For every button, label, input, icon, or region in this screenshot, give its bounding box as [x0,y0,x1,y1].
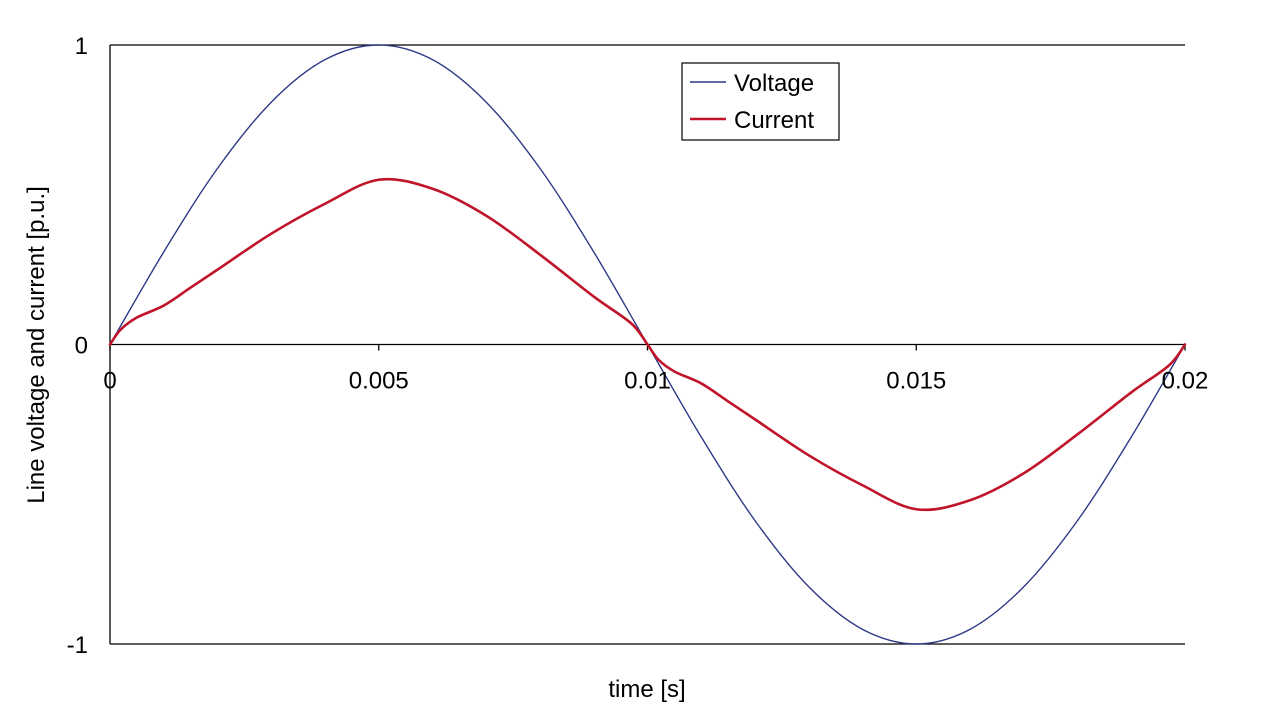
x-tick-label-4: 0.02 [1162,368,1209,395]
legend-label-current: Current [734,107,814,134]
series-line-current [108,177,1187,512]
y-tick-label-0: -1 [67,632,88,659]
y-axis-title: Line voltage and current [p.u.] [23,186,50,504]
x-tick-label-1: 0.005 [349,368,409,395]
x-tick-label-0: 0 [103,368,116,395]
legend-box [681,62,840,141]
y-tick-label-2: 1 [75,33,88,60]
x-axis-title: time [s] [608,676,685,703]
tick-labels: 0 0.005 0.01 0.015 0.02 -1 0 1 [67,33,1209,659]
y-tick-label-1: 0 [75,333,88,360]
legend-label-voltage: Voltage [734,70,814,97]
series-lines [108,44,1187,645]
legend: Voltage Current [681,62,840,141]
x-tick-label-3: 0.015 [886,368,946,395]
x-tick-label-2: 0.01 [624,368,671,395]
